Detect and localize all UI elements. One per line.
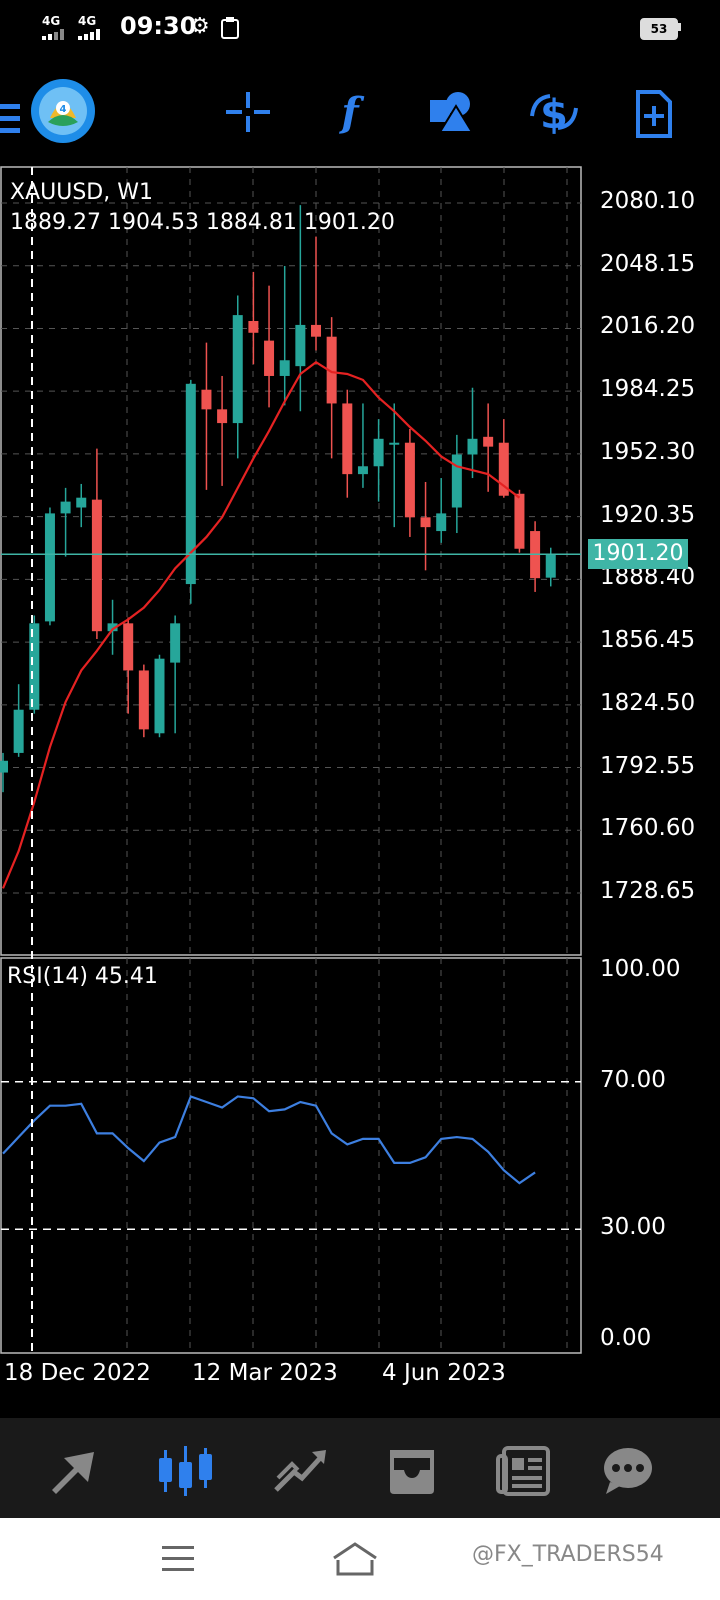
candle-body [138,670,149,730]
signal-1-label: 4G [42,14,61,28]
date-label-3: 4 Jun 2023 [382,1360,506,1386]
candle-body [107,623,118,632]
candle-body [279,360,290,376]
candle-body [467,438,478,455]
chart-icon[interactable] [156,1446,216,1496]
candle-body [404,442,415,518]
price-axis-label: 1760.60 [600,815,696,842]
candle-body [498,442,509,496]
signal-2-label: 4G [78,14,97,28]
candle-body [76,497,87,508]
rsi-label: RSI(14) 45.41 [7,964,158,989]
price-axis-label: 2080.10 [600,188,696,214]
quotes-icon[interactable] [44,1446,104,1496]
rsi-axis-label: 70.00 [600,1066,666,1093]
objects-icon[interactable] [428,90,484,146]
price-axis-label: 1824.50 [600,689,696,716]
price-axis-label: 2048.15 [600,250,696,277]
news-icon[interactable] [496,1446,556,1496]
signal-bars-icon [78,29,100,40]
top-toolbar: 4 f $ [0,60,720,160]
candle-body [0,760,8,773]
candle-body [170,623,181,663]
rsi-axis-label: 30.00 [600,1214,666,1241]
system-navigation-bar: @FX_TRADERS54 [0,1518,720,1600]
candle-body [326,336,337,404]
rsi-frame [0,957,582,1354]
candle-body [389,442,400,445]
status-bar: 4G 4G 09:30 ⚙ 53 [0,0,720,55]
bottom-navigation [0,1418,720,1518]
crosshair-icon[interactable] [226,90,282,146]
recent-apps-icon[interactable] [160,1544,196,1574]
candle-body [123,623,134,671]
candle-body [311,324,321,337]
grid [1,167,581,1353]
candle-body [232,315,243,424]
rsi-axis-label: 0.00 [600,1325,652,1351]
price-axis-label: 1984.25 [600,376,696,403]
settings-icon: ⚙ [190,14,210,39]
home-icon[interactable] [330,1540,380,1578]
current-price-badge: 1901.20 [588,539,688,570]
price-axis-label: 1728.65 [600,878,696,904]
candle-body [373,438,384,467]
rsi-levels [1,1080,581,1231]
candle-body [201,389,212,410]
battery-level: 53 [650,22,668,36]
candle-body [295,324,306,367]
watermark-text: @FX_TRADERS54 [472,1542,664,1567]
candle-body [514,493,525,549]
candle-body [13,709,24,753]
candle-body [154,658,165,734]
price-axis-label: 1792.55 [600,752,696,779]
signal-bars-icon [42,29,64,40]
candles [0,205,556,793]
clock: 09:30 [120,12,197,40]
clipboard-icon [221,17,239,39]
battery-tip [678,23,681,31]
candle-body [342,403,353,475]
price-axis-label: 1952.30 [600,438,696,465]
new-order-icon[interactable] [634,90,690,146]
messages-icon[interactable] [600,1446,660,1496]
indicators-icon[interactable]: f [330,90,386,146]
metatrader-logo[interactable]: 4 [30,78,96,144]
symbol-label: XAUUSD, W1 [10,180,153,205]
ohlc-label: 1889.27 1904.53 1884.81 1901.20 [10,210,395,235]
candle-body [217,409,228,424]
svg-text:$: $ [540,92,568,138]
trade-icon[interactable] [272,1446,332,1496]
candle-body [483,436,494,447]
price-chart[interactable] [0,0,720,1400]
price-axis-label: 1856.45 [600,627,696,654]
candle-body [545,554,556,578]
candle-body [264,340,275,376]
price-axis-label: 1920.35 [600,501,696,528]
candle-body [420,517,431,528]
main-chart-frame [0,166,582,956]
price-axis-label: 2016.20 [600,313,696,340]
rsi-axis-label: 100.00 [600,956,681,982]
candle-body [44,513,55,622]
symbols-icon[interactable]: $ [528,90,584,146]
candle-body [451,454,462,508]
history-icon[interactable] [384,1446,444,1496]
candle-body [91,499,102,632]
battery-icon: 53 [640,18,678,40]
candle-body [357,466,368,475]
candle-body [248,320,259,333]
date-label-1: 18 Dec 2022 [4,1360,151,1386]
menu-icon[interactable] [0,90,56,146]
date-label-2: 12 Mar 2023 [192,1360,338,1386]
current-price-value: 1901.20 [592,541,684,567]
candle-body [29,623,40,710]
rsi-line [2,1095,536,1185]
moving-average-line [1,360,521,889]
candle-body [185,383,196,585]
svg-text:4: 4 [60,104,67,115]
candle-body [60,501,71,514]
candle-body [436,513,447,532]
